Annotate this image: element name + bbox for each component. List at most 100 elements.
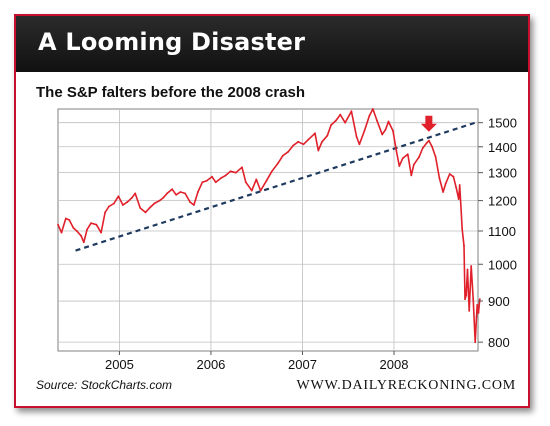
data-point — [95, 223, 98, 226]
data-point — [321, 140, 323, 143]
sp500-chart: 2005 2006 2007 2008 800 900 1000 1100 1200 1300 1… — [57, 108, 517, 372]
data-point — [131, 196, 133, 199]
data-point — [474, 341, 477, 344]
data-point — [126, 201, 129, 204]
data-point — [148, 207, 151, 209]
data-point — [475, 316, 478, 318]
data-point — [476, 304, 479, 306]
data-point — [470, 265, 473, 267]
data-point — [410, 174, 413, 177]
data-point — [234, 171, 237, 174]
data-point — [431, 145, 433, 148]
data-point — [412, 163, 415, 166]
data-point — [458, 184, 461, 186]
y-tick-label: 1400 — [488, 140, 517, 155]
data-point — [80, 234, 82, 237]
data-point — [113, 202, 115, 205]
data-point — [368, 114, 371, 117]
data-point — [277, 162, 279, 165]
data-point — [314, 132, 316, 135]
data-point — [463, 244, 465, 247]
data-point — [158, 199, 161, 202]
y-axis-ticks: 800 900 1000 1100 1200 1300 1400 1500 — [478, 116, 517, 350]
data-point — [425, 142, 428, 144]
data-point — [466, 268, 469, 271]
trendline — [75, 121, 476, 252]
data-point — [464, 298, 466, 300]
data-point — [108, 205, 110, 208]
data-point — [171, 188, 174, 191]
data-point — [122, 204, 124, 206]
x-tick-label: 2005 — [105, 357, 134, 372]
data-point — [355, 136, 358, 138]
chart-frame: A Looming Disaster The S&P falters befor… — [14, 14, 530, 408]
data-point — [317, 149, 320, 152]
data-point — [387, 120, 390, 123]
y-tick-label: 1500 — [488, 116, 517, 131]
data-point — [255, 178, 258, 181]
data-point — [86, 228, 88, 231]
data-point — [401, 157, 404, 160]
chart-header-title: A Looming Disaster — [38, 28, 306, 56]
data-point — [153, 202, 156, 205]
data-point — [193, 204, 195, 206]
data-point — [75, 230, 78, 232]
data-point — [444, 182, 447, 185]
y-tick-label: 1200 — [488, 194, 517, 209]
data-point — [179, 191, 182, 193]
data-point — [418, 156, 420, 158]
data-point — [265, 179, 268, 182]
data-point — [363, 130, 366, 132]
data-point — [428, 139, 430, 142]
data-point — [434, 156, 437, 158]
data-point — [452, 175, 455, 178]
data-point — [144, 211, 147, 214]
data-point — [282, 154, 284, 157]
data-point — [117, 195, 120, 198]
data-point — [335, 119, 337, 122]
publisher-brand: WWW.DAILYRECKONING.COM — [296, 378, 516, 393]
data-point — [175, 193, 178, 196]
series-layer — [57, 108, 481, 344]
data-point — [457, 198, 460, 201]
data-point — [350, 110, 353, 113]
data-point — [162, 196, 165, 199]
chart-subtitle: The S&P falters before the 2008 crash — [36, 84, 306, 101]
data-point — [205, 179, 208, 182]
data-point — [468, 310, 471, 312]
data-point — [448, 173, 451, 175]
data-point — [241, 166, 243, 169]
x-tick-label: 2008 — [380, 357, 409, 372]
data-point — [139, 207, 142, 209]
data-point — [60, 231, 63, 234]
data-point — [398, 165, 401, 167]
data-point — [197, 191, 199, 193]
data-point — [184, 192, 187, 195]
data-point — [57, 223, 59, 226]
data-point — [381, 133, 384, 136]
data-point — [90, 222, 92, 225]
data-point — [292, 144, 295, 147]
data-point — [201, 181, 204, 184]
source-note: Source: StockCharts.com — [36, 378, 173, 392]
data-point — [358, 143, 361, 146]
data-point — [72, 226, 75, 229]
data-point — [326, 134, 329, 137]
plot-area — [57, 108, 479, 352]
header-bar: A Looming Disaster — [16, 16, 528, 72]
data-point — [442, 191, 444, 193]
x-tick-label: 2007 — [288, 357, 317, 372]
annotation-layer — [420, 115, 437, 132]
x-axis-ticks: 2005 2006 2007 2008 — [105, 351, 408, 372]
data-point — [477, 312, 480, 314]
y-tick-label: 1300 — [488, 166, 517, 181]
data-point — [220, 177, 222, 180]
series-line-sp500 — [57, 108, 481, 343]
y-tick-label: 1000 — [488, 257, 517, 272]
data-point — [189, 201, 192, 204]
data-point — [134, 192, 137, 195]
data-point — [259, 189, 262, 192]
data-point — [478, 298, 481, 300]
data-point — [100, 231, 102, 234]
data-point — [376, 119, 378, 122]
